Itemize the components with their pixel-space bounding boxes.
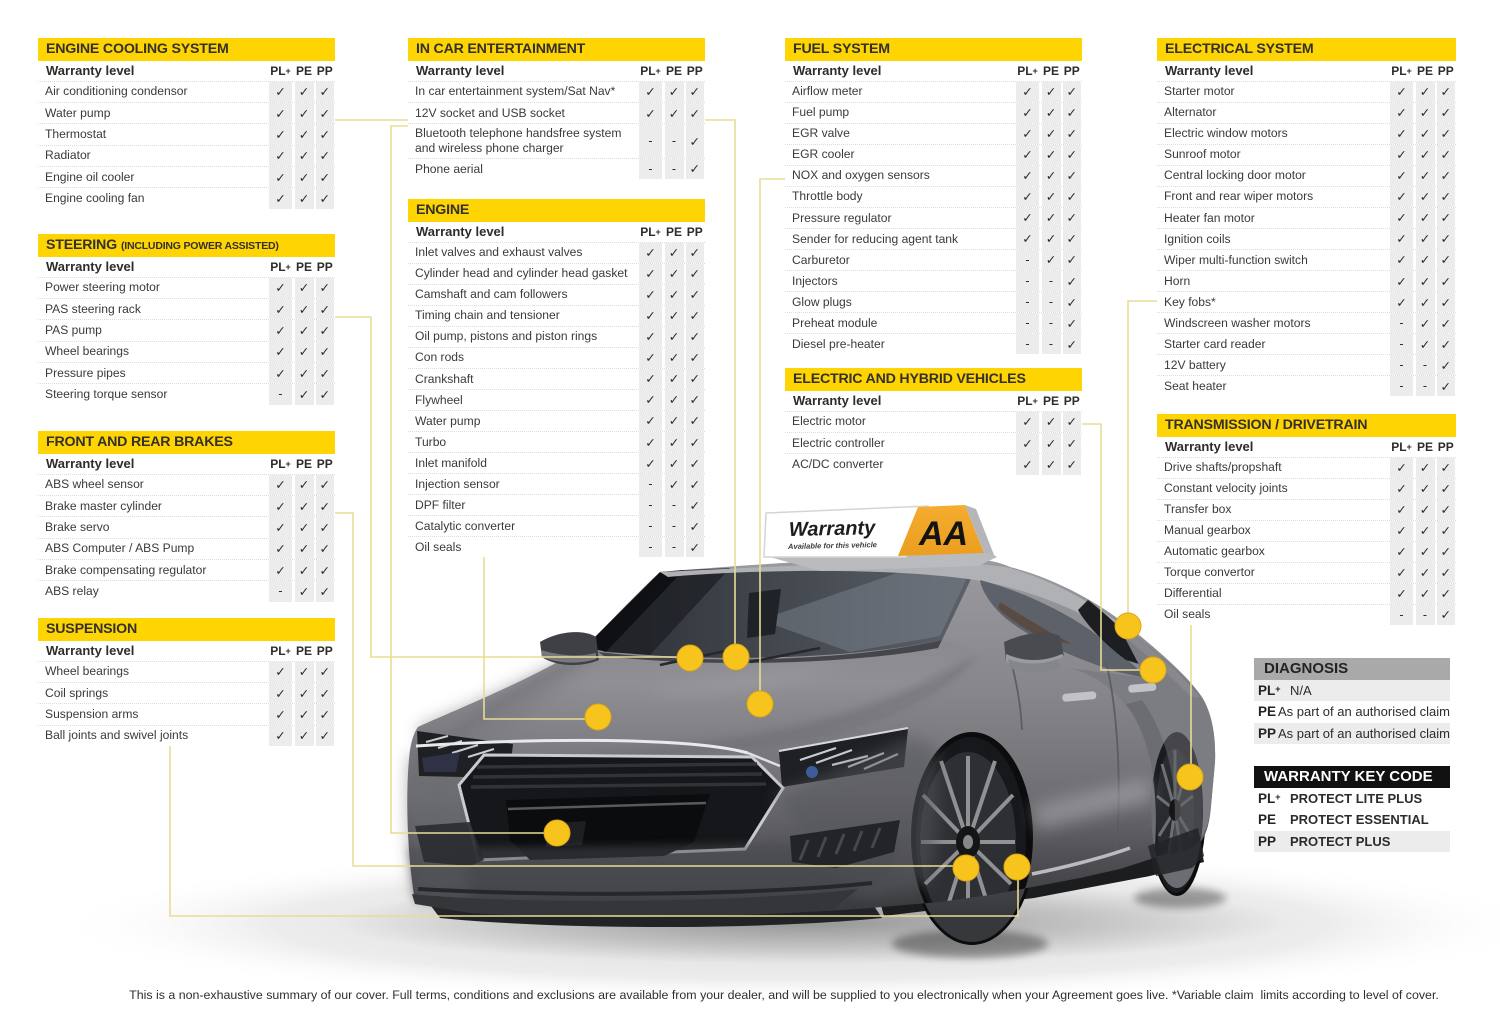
svg-text:AA: AA xyxy=(918,515,968,553)
svg-text:Warranty: Warranty xyxy=(789,517,877,541)
svg-text:Available for this vehicle: Available for this vehicle xyxy=(787,540,878,551)
